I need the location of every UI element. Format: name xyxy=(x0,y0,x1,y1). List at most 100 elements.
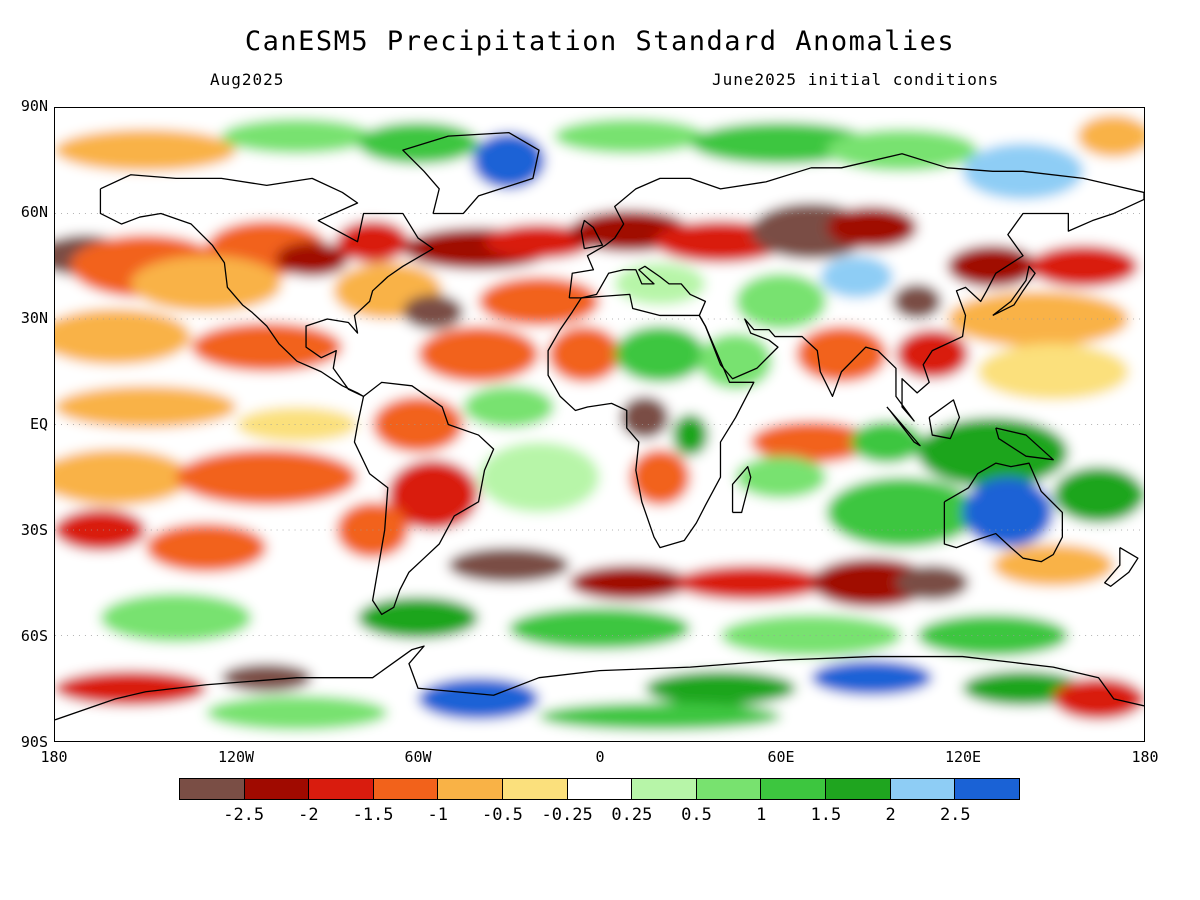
anomaly-region xyxy=(176,449,358,506)
lat-tick-30n: 30N xyxy=(20,309,48,327)
anomaly-region xyxy=(699,333,772,390)
anomaly-region xyxy=(947,245,1039,288)
colorbar-swatch xyxy=(632,779,697,799)
anomaly-region xyxy=(539,702,781,731)
lon-tick-120w: 120W xyxy=(217,748,255,766)
anomaly-region xyxy=(387,459,479,530)
coastline xyxy=(547,293,755,549)
anomaly-region xyxy=(977,343,1129,400)
anomaly-region xyxy=(569,565,691,601)
colorbar-label: 2.5 xyxy=(939,805,971,825)
anomaly-region xyxy=(672,413,709,457)
colorbar-label: -1.5 xyxy=(352,805,394,825)
anomaly-region xyxy=(275,241,349,277)
anomaly-region xyxy=(55,385,237,429)
anomaly-region xyxy=(448,547,570,583)
lon-tick-180w: 180 xyxy=(40,748,68,766)
anomaly-region xyxy=(629,449,691,506)
coastline xyxy=(55,645,1144,721)
anomaly-region xyxy=(402,294,464,330)
colorbar-swatch xyxy=(955,779,1019,799)
coastline xyxy=(568,153,1144,422)
anomaly-region xyxy=(735,456,827,499)
anomaly-region xyxy=(418,326,539,383)
anomaly-region xyxy=(750,420,872,464)
anomaly-region xyxy=(892,283,942,319)
lon-tick-60w: 60W xyxy=(404,748,432,766)
colorbar-label: -0.25 xyxy=(541,805,593,825)
anomaly-region xyxy=(508,607,691,650)
lon-tick-180e: 180 xyxy=(1131,748,1159,766)
anomaly-region xyxy=(55,670,207,706)
anomaly-region xyxy=(357,596,479,640)
colorbar-label: -0.5 xyxy=(481,805,523,825)
anomaly-region xyxy=(720,614,902,657)
anomaly-region xyxy=(478,276,600,327)
anomaly-region xyxy=(472,132,546,189)
colorbar-swatch xyxy=(567,779,633,799)
anomaly-region xyxy=(55,508,146,552)
colorbar-swatch xyxy=(761,779,827,799)
anomaly-region xyxy=(55,308,192,365)
anomaly-region xyxy=(55,129,237,172)
coastline xyxy=(353,381,495,616)
anomaly-region xyxy=(145,522,267,573)
anomaly-region xyxy=(191,322,343,372)
coastline xyxy=(886,406,921,447)
anomaly-region xyxy=(336,220,409,263)
anomaly-region xyxy=(690,122,872,165)
anomaly-region xyxy=(478,442,600,513)
chart-title: CanESM5 Precipitation Standard Anomalies xyxy=(244,26,956,57)
anomaly-region xyxy=(1077,115,1144,158)
anomaly-region xyxy=(554,118,706,154)
anomaly-region xyxy=(962,477,1054,548)
lat-tick-90n: 90N xyxy=(20,97,48,115)
coastline xyxy=(731,466,752,514)
anomaly-region xyxy=(992,544,1114,587)
colorbar-swatch xyxy=(309,779,374,799)
anomaly-region xyxy=(644,670,797,706)
anomaly-region xyxy=(1029,245,1138,288)
anomaly-region xyxy=(484,224,594,260)
anomaly-region xyxy=(372,396,464,453)
anomaly-region xyxy=(917,614,1069,657)
colorbar-label: -2.5 xyxy=(223,805,265,825)
anomaly-field xyxy=(55,108,1144,741)
anomaly-region xyxy=(811,558,933,608)
anomaly-map-svg xyxy=(55,108,1144,741)
anomaly-region xyxy=(895,565,969,601)
anomaly-region xyxy=(357,122,479,165)
anomaly-region xyxy=(962,670,1084,706)
colorbar-swatch xyxy=(826,779,891,799)
anomaly-region xyxy=(221,118,373,154)
anomaly-region xyxy=(548,326,621,383)
anomaly-region xyxy=(850,420,924,464)
colorbar-swatch xyxy=(244,779,310,799)
anomaly-region xyxy=(675,565,827,601)
anomaly-region xyxy=(206,695,388,731)
lat-tick-60s: 60S xyxy=(20,627,48,645)
anomaly-region xyxy=(796,326,887,383)
anomaly-region xyxy=(130,255,282,312)
anomaly-region xyxy=(735,273,827,330)
colorbar-label: 1 xyxy=(756,805,767,825)
colorbar-label: -2 xyxy=(298,805,319,825)
anomaly-region xyxy=(620,396,670,439)
lat-tick-90s: 90S xyxy=(20,733,48,751)
anomaly-region xyxy=(614,326,706,383)
forecast-month-label: Aug2025 xyxy=(210,70,285,89)
coastline xyxy=(580,219,604,250)
anomaly-region xyxy=(917,417,1069,488)
coastline xyxy=(943,462,1063,563)
colorbar-label: 1.5 xyxy=(810,805,842,825)
colorbar xyxy=(179,778,1020,800)
coastline xyxy=(992,265,1036,317)
anomaly-region xyxy=(811,660,933,696)
anomaly-region xyxy=(826,206,918,249)
coastline xyxy=(1104,547,1139,587)
anomaly-region xyxy=(100,593,252,643)
lat-tick-60n: 60N xyxy=(20,203,48,221)
anomaly-region xyxy=(55,449,192,506)
colorbar-swatch xyxy=(890,779,956,799)
coastlines xyxy=(55,131,1144,721)
